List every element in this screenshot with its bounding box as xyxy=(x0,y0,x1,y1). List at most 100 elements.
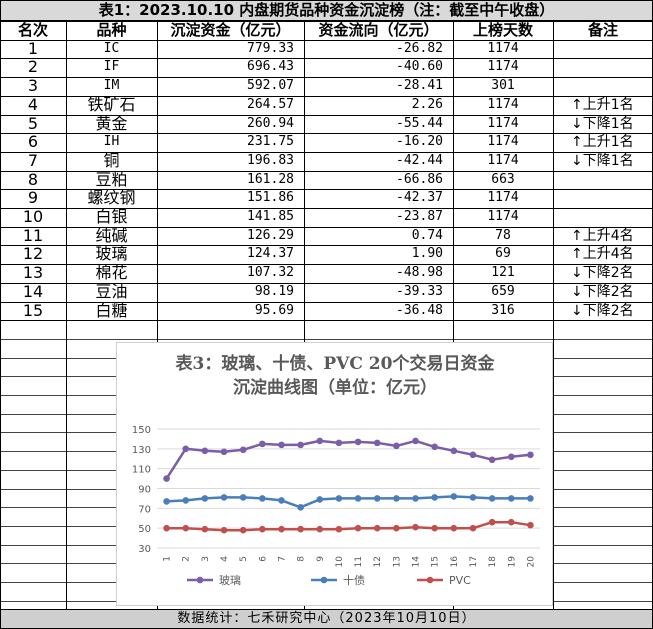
x-tick-label: 3 xyxy=(201,556,211,562)
flow-cell: 0.74 xyxy=(411,227,443,243)
remark-text: 下降2名 xyxy=(582,283,634,300)
flow-cell: -28.41 xyxy=(396,78,443,94)
column-header: 资金流向（亿元） xyxy=(318,21,439,39)
x-tick-label: 5 xyxy=(239,556,249,562)
fund-cell: 126.29 xyxy=(247,227,294,243)
x-tick-label: 10 xyxy=(335,556,345,568)
data-point xyxy=(527,521,534,529)
legend-label: 十债 xyxy=(343,573,365,587)
down-arrow-icon: ↓ xyxy=(571,265,583,282)
flow-cell: -36.48 xyxy=(396,302,443,318)
remark-cell: ↓下降2名 xyxy=(553,264,653,283)
data-point xyxy=(239,494,247,501)
data-point xyxy=(201,447,209,455)
column-header: 沉淀资金（亿元） xyxy=(170,21,291,39)
legend-label: 玻璃 xyxy=(219,573,241,587)
data-point xyxy=(527,495,534,502)
data-point xyxy=(316,496,324,503)
rank-cell: 15 xyxy=(22,301,44,320)
data-point xyxy=(373,524,381,532)
fund-cell: 592.07 xyxy=(247,78,294,94)
fund-cell: 151.86 xyxy=(247,190,294,206)
data-point xyxy=(393,442,400,450)
rank-cell: 12 xyxy=(22,245,44,264)
up-arrow-icon: ↑ xyxy=(571,227,583,244)
days-cell: 1174 xyxy=(487,152,519,168)
days-cell: 1174 xyxy=(487,59,519,75)
y-tick-label: 50 xyxy=(138,524,151,535)
data-point xyxy=(297,504,304,511)
x-tick-label: 13 xyxy=(392,556,402,567)
data-point xyxy=(182,445,190,453)
fund-cell: 231.75 xyxy=(247,134,294,150)
days-cell: 78 xyxy=(495,227,511,243)
days-cell: 1174 xyxy=(487,115,519,131)
variety-cell: IC xyxy=(103,40,120,56)
data-point xyxy=(450,493,458,500)
x-tick-label: 15 xyxy=(431,556,441,567)
x-tick-label: 12 xyxy=(373,556,383,567)
days-cell: 1174 xyxy=(487,96,519,112)
variety-cell: 豆油 xyxy=(95,282,128,301)
flow-cell: -48.98 xyxy=(396,265,443,281)
remark-text: 上升1名 xyxy=(582,134,634,151)
flow-cell: -42.44 xyxy=(396,152,443,168)
data-point xyxy=(488,518,496,526)
remark-text: 下降2名 xyxy=(582,265,634,282)
flow-cell: -39.33 xyxy=(396,283,443,299)
rank-cell: 9 xyxy=(27,189,39,208)
variety-cell: 纯碱 xyxy=(95,226,128,245)
rank-cell: 10 xyxy=(22,208,44,226)
data-point xyxy=(412,437,419,445)
variety-cell: 螺纹钢 xyxy=(87,189,136,208)
data-point xyxy=(335,495,343,502)
flow-cell: -66.86 xyxy=(396,171,443,187)
remark-text: 下降2名 xyxy=(582,302,634,319)
remark-cell: ↓下降1名 xyxy=(553,152,653,171)
data-point xyxy=(431,443,438,451)
days-cell: 1174 xyxy=(487,209,519,224)
flow-cell: -26.82 xyxy=(396,40,443,56)
remark-text: 上升4名 xyxy=(582,246,634,263)
remark-cell: ↓下降1名 xyxy=(553,115,653,134)
data-point xyxy=(278,525,285,533)
y-tick-label: 30 xyxy=(138,544,151,555)
data-point xyxy=(297,441,304,449)
data-point xyxy=(431,524,438,532)
data-point xyxy=(163,524,170,532)
data-point xyxy=(259,440,266,448)
days-cell: 663 xyxy=(491,171,515,187)
fund-cell: 95.69 xyxy=(254,302,294,318)
data-point xyxy=(278,441,285,449)
data-point xyxy=(278,497,285,504)
fund-cell: 124.37 xyxy=(247,246,294,262)
rank-cell: 5 xyxy=(27,114,39,133)
variety-cell: 棉花 xyxy=(95,264,128,283)
remark-cell: ↓下降2名 xyxy=(553,283,653,302)
remark-cell: ↓下降2名 xyxy=(553,302,653,321)
data-point xyxy=(220,526,228,534)
remark-cell: ↑上升1名 xyxy=(553,133,653,152)
up-arrow-icon: ↑ xyxy=(571,134,583,151)
data-point xyxy=(259,525,266,533)
up-arrow-icon: ↑ xyxy=(571,96,583,113)
data-point xyxy=(239,446,247,454)
rank-cell: 6 xyxy=(27,133,39,152)
variety-cell: IH xyxy=(103,134,120,150)
legend-marker xyxy=(426,576,434,584)
fund-cell: 98.19 xyxy=(254,283,294,299)
rank-cell: 4 xyxy=(27,95,39,114)
remark-text: 上升4名 xyxy=(582,227,634,244)
fund-cell: 260.94 xyxy=(247,115,294,131)
data-point xyxy=(527,451,534,459)
days-cell: 121 xyxy=(491,265,515,281)
fund-cell: 264.57 xyxy=(247,96,294,112)
data-point xyxy=(335,439,343,447)
data-point xyxy=(335,525,343,533)
flow-cell: 1.90 xyxy=(411,246,443,262)
data-point xyxy=(469,451,477,459)
days-cell: 1174 xyxy=(487,40,519,56)
data-point xyxy=(354,438,362,446)
column-header: 品种 xyxy=(96,21,127,39)
rank-cell: 3 xyxy=(27,77,39,96)
